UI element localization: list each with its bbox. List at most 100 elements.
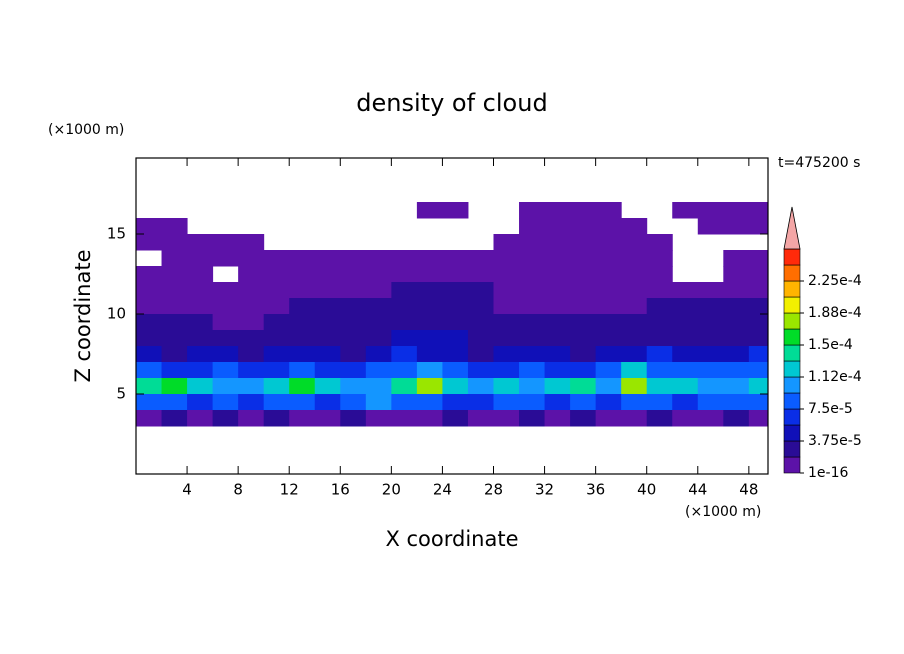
contour-cell — [289, 298, 316, 315]
x-tick-label: 32 — [535, 481, 554, 499]
contour-cell — [621, 266, 648, 283]
contour-cell — [238, 378, 265, 395]
contour-cell — [442, 378, 469, 395]
contour-cell — [723, 394, 750, 411]
contour-cell — [621, 314, 648, 331]
contour-cell — [442, 362, 469, 379]
contour-cell — [161, 330, 188, 347]
contour-cell — [187, 362, 214, 379]
contour-cell — [519, 314, 546, 331]
contour-cell — [161, 346, 188, 363]
contour-cell — [314, 266, 341, 283]
contour-cell — [672, 330, 699, 347]
contour-cell — [340, 250, 367, 267]
contour-cell — [672, 410, 699, 427]
contour-cell — [187, 314, 214, 331]
contour-cell — [212, 394, 239, 411]
contour-cell — [723, 346, 750, 363]
contour-cell — [365, 314, 392, 331]
colorbar-tick-label: 1e-16 — [808, 465, 848, 481]
contour-cell — [161, 218, 188, 235]
contour-cell — [391, 250, 418, 267]
contour-cell — [723, 250, 750, 267]
contour-cell — [187, 282, 214, 299]
contour-cell — [416, 266, 443, 283]
contour-cell — [672, 298, 699, 315]
contour-cell — [646, 282, 673, 299]
contour-cell — [519, 378, 546, 395]
x-tick-label: 40 — [637, 481, 656, 499]
contour-cell — [646, 250, 673, 267]
contour-cell — [748, 362, 769, 379]
contour-cell — [748, 394, 769, 411]
contour-cell — [570, 346, 597, 363]
contour-cell — [340, 282, 367, 299]
contour-cell — [161, 234, 188, 251]
contour-cell — [263, 378, 290, 395]
contour-cell — [314, 362, 341, 379]
contour-cell — [493, 394, 520, 411]
contour-cell — [391, 394, 418, 411]
contour-cell — [136, 266, 163, 283]
contour-cell — [519, 410, 546, 427]
contour-cell — [289, 250, 316, 267]
contour-cell — [161, 298, 188, 315]
contour-cell — [391, 362, 418, 379]
colorbar-extend — [783, 206, 801, 250]
contour-cell — [570, 266, 597, 283]
contour-cell — [212, 346, 239, 363]
contour-cell — [442, 394, 469, 411]
contour-cell — [442, 410, 469, 427]
contour-cell — [467, 410, 494, 427]
colorbar-tick-label: 1.5e-4 — [808, 337, 853, 353]
contour-cell — [416, 202, 443, 219]
contour-cell — [570, 394, 597, 411]
contour-cell — [365, 378, 392, 395]
contour-cell — [289, 266, 316, 283]
contour-cell — [187, 346, 214, 363]
contour-cell — [570, 330, 597, 347]
contour-cell — [365, 266, 392, 283]
y-tick-label: 10 — [107, 305, 126, 323]
contour-cell — [467, 298, 494, 315]
contour-cell — [467, 266, 494, 283]
contour-cell — [263, 314, 290, 331]
contour-cell — [314, 378, 341, 395]
contour-cell — [212, 330, 239, 347]
contour-cell — [365, 330, 392, 347]
contour-cell — [238, 234, 265, 251]
contour-cell — [442, 250, 469, 267]
contour-cell — [570, 218, 597, 235]
contour-cell — [289, 330, 316, 347]
contour-cell — [570, 362, 597, 379]
contour-cell — [187, 234, 214, 251]
contour-cell — [748, 378, 769, 395]
contour-cell — [544, 330, 571, 347]
contour-cell — [493, 362, 520, 379]
contour-cell — [595, 410, 622, 427]
contour-cell — [238, 314, 265, 331]
contour-cell — [314, 330, 341, 347]
contour-cell — [391, 266, 418, 283]
x-axis-label: X coordinate — [385, 527, 518, 551]
contour-cell — [442, 314, 469, 331]
contour-cell — [187, 410, 214, 427]
contour-cell — [570, 378, 597, 395]
contour-cell — [238, 362, 265, 379]
contour-cell — [723, 298, 750, 315]
plot-frame — [135, 157, 769, 475]
contour-cell — [467, 282, 494, 299]
contour-cell — [519, 394, 546, 411]
contour-cell — [646, 298, 673, 315]
y-unit: (×1000 m) — [48, 122, 124, 138]
contour-cell — [621, 362, 648, 379]
contour-cell — [493, 410, 520, 427]
contour-cell — [340, 266, 367, 283]
contour-cell — [263, 346, 290, 363]
contour-cell — [467, 362, 494, 379]
contour-cell — [161, 410, 188, 427]
contour-cell — [544, 378, 571, 395]
colorbar-tick-label: 3.75e-5 — [808, 433, 862, 449]
contour-cell — [519, 346, 546, 363]
contour-cell — [187, 250, 214, 267]
